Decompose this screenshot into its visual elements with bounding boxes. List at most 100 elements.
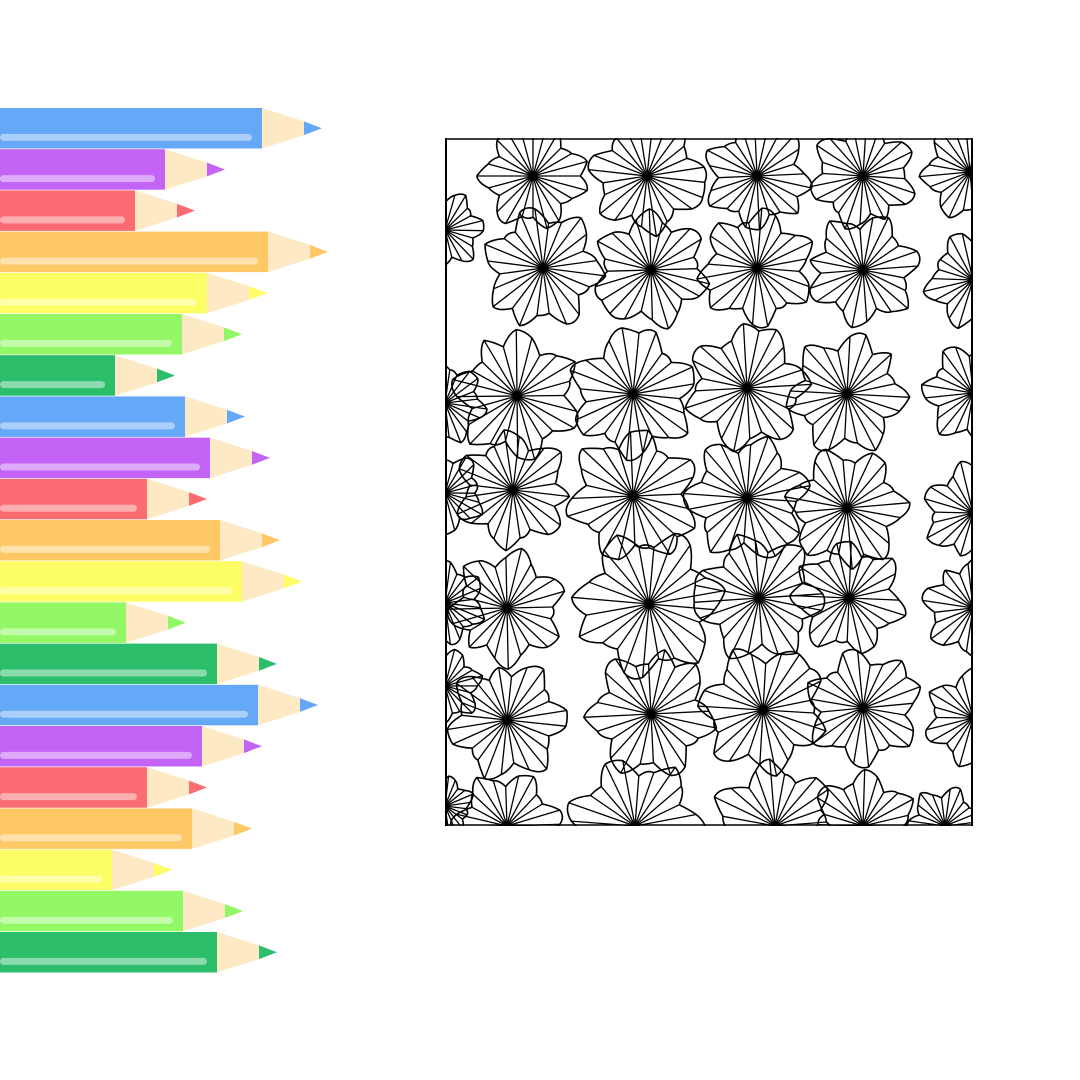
pencil-highlight — [0, 916, 173, 924]
pencil-body — [0, 643, 217, 685]
radial-flower — [925, 666, 973, 768]
radial-flower — [445, 560, 486, 646]
pencil-body — [0, 149, 165, 190]
radial-flower — [594, 208, 711, 330]
pencil-body — [0, 767, 147, 808]
pencil-highlight — [0, 793, 137, 801]
pencil-highlight — [0, 751, 192, 759]
pencil-body — [0, 108, 262, 149]
pencil-tip — [259, 945, 277, 960]
pencil-body — [0, 272, 207, 314]
pencil-wood — [268, 231, 310, 273]
pencil-green — [0, 932, 277, 973]
radial-flower — [922, 232, 973, 330]
radial-flower — [809, 216, 921, 329]
pencil-highlight — [0, 875, 102, 883]
pencil-highlight — [0, 216, 125, 224]
pencil-body — [0, 231, 268, 273]
pencil-tip — [177, 203, 195, 218]
pattern-lines — [445, 138, 973, 826]
coloring-page-pattern — [445, 138, 973, 826]
pencil-tip — [234, 821, 252, 836]
pencil-tip — [249, 286, 267, 300]
pencil-orange — [0, 231, 328, 273]
radial-flower — [696, 207, 814, 329]
radial-flower — [905, 786, 973, 826]
pencil-wood — [185, 396, 227, 437]
radial-flower — [484, 207, 607, 327]
pencil-tip — [157, 368, 175, 383]
radial-flower — [789, 540, 907, 655]
pencil-wood — [210, 437, 252, 479]
radial-flower — [566, 759, 706, 826]
pencil-highlight — [0, 545, 210, 553]
pencil-blue — [0, 396, 245, 437]
pencil-yellow — [0, 272, 267, 314]
pencil-body — [0, 520, 220, 561]
radial-flower — [815, 768, 915, 826]
pencil-body — [0, 932, 217, 973]
pencil-tip — [207, 162, 225, 177]
pencil-light-green — [0, 890, 243, 932]
radial-flower — [476, 138, 589, 230]
pencil-body — [0, 396, 185, 437]
radial-flower — [456, 429, 571, 552]
pencil-tip — [252, 450, 270, 465]
pencil-wood — [183, 890, 225, 932]
pencil-wood — [217, 932, 259, 973]
pencil-body — [0, 890, 183, 932]
radial-flower — [587, 138, 708, 238]
radial-flower — [445, 193, 485, 266]
pencil-yellow — [0, 849, 172, 891]
radial-flower — [682, 435, 811, 559]
pencil-tip — [259, 656, 277, 671]
radial-flower — [446, 547, 566, 670]
pencil-body — [0, 478, 147, 520]
pencil-red — [0, 478, 207, 520]
pencil-highlight — [0, 504, 137, 512]
pencil-wood — [147, 478, 189, 520]
radial-flower — [713, 758, 832, 826]
radial-flower — [569, 327, 695, 462]
pencil-tip — [189, 780, 207, 795]
pencil-body — [0, 561, 242, 602]
pencil-tip — [300, 698, 318, 712]
radial-flower — [449, 774, 564, 826]
radial-flower — [809, 138, 916, 230]
pencil-wood — [207, 272, 249, 314]
pencil-wood — [115, 355, 157, 396]
radial-flower — [920, 346, 973, 439]
pencil-purple — [0, 726, 262, 767]
radial-flower — [785, 332, 911, 452]
pencil-highlight — [0, 257, 258, 265]
pencil-highlight — [0, 381, 105, 389]
pencil-tip — [224, 327, 242, 342]
pencil-highlight — [0, 669, 207, 677]
pencil-red — [0, 190, 195, 231]
radial-flower — [445, 775, 475, 826]
pencil-green — [0, 643, 277, 685]
pencil-purple — [0, 149, 225, 190]
radial-flower — [696, 648, 827, 777]
pencil-tip — [189, 492, 207, 506]
pencil-body — [0, 684, 258, 726]
pencil-highlight — [0, 710, 248, 718]
radial-flower — [582, 649, 718, 777]
pencil-yellow — [0, 561, 302, 602]
radial-flower — [445, 457, 484, 536]
pencil-wood — [242, 561, 284, 602]
pencil-wood — [165, 149, 207, 190]
pencil-light-green — [0, 602, 186, 643]
pencil-wood — [192, 808, 234, 849]
pencil-light-green — [0, 314, 242, 355]
pencil-orange — [0, 808, 252, 849]
pencil-body — [0, 849, 112, 891]
pencil-tip — [304, 121, 322, 136]
radial-flower — [783, 448, 911, 571]
pencil-tip — [244, 739, 262, 754]
pencil-red — [0, 767, 207, 808]
radial-flower — [807, 648, 922, 769]
pencil-highlight — [0, 175, 155, 183]
pencil-body — [0, 726, 202, 767]
pencil-body — [0, 808, 192, 849]
